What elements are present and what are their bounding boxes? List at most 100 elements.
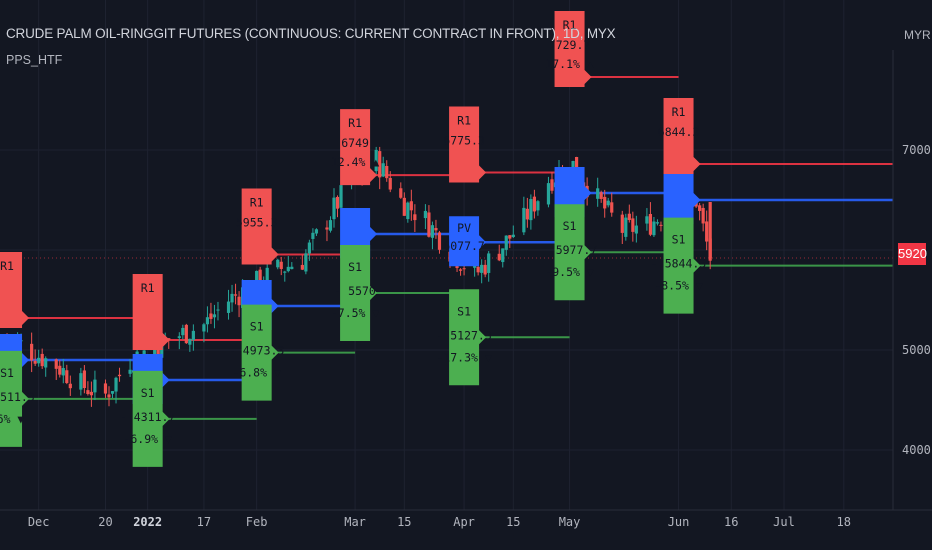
candle-body (230, 293, 234, 303)
s1-label-pct: -6% ▼ (0, 412, 24, 426)
x-tick-label: 18 (837, 515, 851, 529)
candle-body (233, 294, 238, 296)
candle-body (399, 188, 403, 198)
candle-body (423, 210, 428, 219)
candle-body (325, 227, 329, 230)
s1-label-title: S1 (672, 233, 686, 247)
candle-body (117, 374, 122, 377)
candle-body (655, 222, 660, 224)
candle-body (86, 390, 90, 394)
candle-body (402, 197, 406, 216)
candle-body (620, 214, 624, 233)
candle-body (659, 224, 663, 226)
r1-label-price: 6749 (341, 136, 369, 150)
pv-label-title: PV (457, 221, 471, 235)
candle-body (525, 208, 529, 220)
candle-body (290, 266, 294, 270)
candle-body (279, 261, 283, 269)
symbol-title: CRUDE PALM OIL-RINGGIT FUTURES (CONTINUO… (6, 26, 616, 41)
last-price-tag: 5920 (898, 243, 927, 265)
x-tick-label: May (559, 515, 581, 529)
candle-body (209, 313, 213, 319)
candle-body (339, 185, 343, 208)
candle-body (79, 373, 83, 390)
r1-label-title: R1 (141, 281, 155, 295)
candle-body (374, 149, 378, 172)
x-tick-label: 20 (98, 515, 112, 529)
candle-body (413, 214, 417, 221)
candle-body (480, 264, 484, 273)
candle-body (501, 248, 505, 263)
candle-body (226, 301, 231, 313)
price-axis[interactable]: 4000 5000 7000 (892, 50, 931, 510)
candle-body (476, 266, 480, 273)
candle-body (624, 217, 628, 237)
s1-label-title: S1 (141, 386, 155, 400)
r1-label-box (554, 11, 592, 88)
s1-label-box (554, 204, 592, 301)
r1-label-title: R1 (672, 105, 686, 119)
candle-body (645, 216, 649, 224)
candle-body (536, 201, 540, 211)
candle-body (603, 196, 607, 209)
candle-body (631, 218, 635, 232)
x-tick-label: Apr (453, 515, 475, 529)
candle-body (652, 221, 656, 236)
candle-body (54, 359, 58, 369)
candle-body (156, 346, 160, 355)
s1-label-title: S1 (563, 219, 577, 233)
candle-body (701, 207, 705, 224)
candle-body (258, 269, 262, 289)
candle-body (627, 213, 631, 221)
candle-body (648, 213, 653, 235)
s1-label-box (663, 217, 701, 314)
r1-label-title: R1 (457, 113, 471, 127)
s1-label-title: S1 (250, 320, 264, 334)
x-tick-label: Dec (28, 515, 50, 529)
candle-body (202, 324, 206, 332)
s1-label-price: - 5977.7 (542, 243, 597, 257)
candle-body (409, 201, 413, 211)
s1-label-pct: -8.5% ▼ (654, 279, 703, 293)
x-tick-label: 15 (397, 515, 411, 529)
r1-label-price: 6775.3 (443, 133, 485, 147)
r1-label-title: R1 (563, 18, 577, 32)
candle-body (378, 151, 382, 178)
candle-body (596, 188, 600, 199)
s1-label-pct: -6.9% ▼ (123, 432, 172, 446)
candle-body (599, 192, 603, 199)
pv-label-price: 6077.7 (443, 239, 485, 253)
r1-label-title: R1 (0, 259, 14, 273)
pivot-level-labels: R1 S1 - 4511.3 -6% ▼ R1 S1 - 4311.7 -6.9% ▼ R1 59… (0, 11, 706, 467)
candle-body (30, 343, 34, 361)
time-axis[interactable]: Dec 20 2022 17 Feb Mar 15 Apr 15 May Jun 16 Jul 18 (0, 509, 932, 529)
candle-body (128, 369, 132, 374)
candle-body (504, 235, 508, 250)
indicator-legend[interactable]: PPS_HTF (6, 53, 63, 67)
candle-body (606, 200, 610, 206)
r1-label-pct: 12.4% ▲ (331, 155, 380, 169)
candle-body (89, 391, 94, 396)
currency-label: MYR (904, 28, 931, 42)
candle-body (33, 360, 37, 364)
candle-body (522, 207, 526, 233)
candle-body (37, 357, 41, 364)
s1-label-title: S1 (348, 260, 362, 274)
candle-body (107, 394, 111, 398)
candle-body (191, 330, 195, 340)
candle-body (286, 266, 290, 272)
candle-body (110, 391, 115, 394)
x-tick-label: 17 (197, 515, 211, 529)
r1-label-title: R1 (250, 195, 264, 209)
r1-label-price: 6844.3 (658, 125, 700, 139)
candle-body (205, 317, 210, 325)
candle-body (437, 232, 442, 250)
candle-body (550, 179, 554, 191)
candle-body (698, 205, 702, 211)
s1-label-pct: -6.8% ▼ (232, 366, 281, 380)
s1-label-pct: -17.3% ▼ (436, 350, 491, 364)
candle-body (265, 267, 269, 287)
candle-body (65, 370, 69, 384)
candle-body (406, 202, 410, 220)
